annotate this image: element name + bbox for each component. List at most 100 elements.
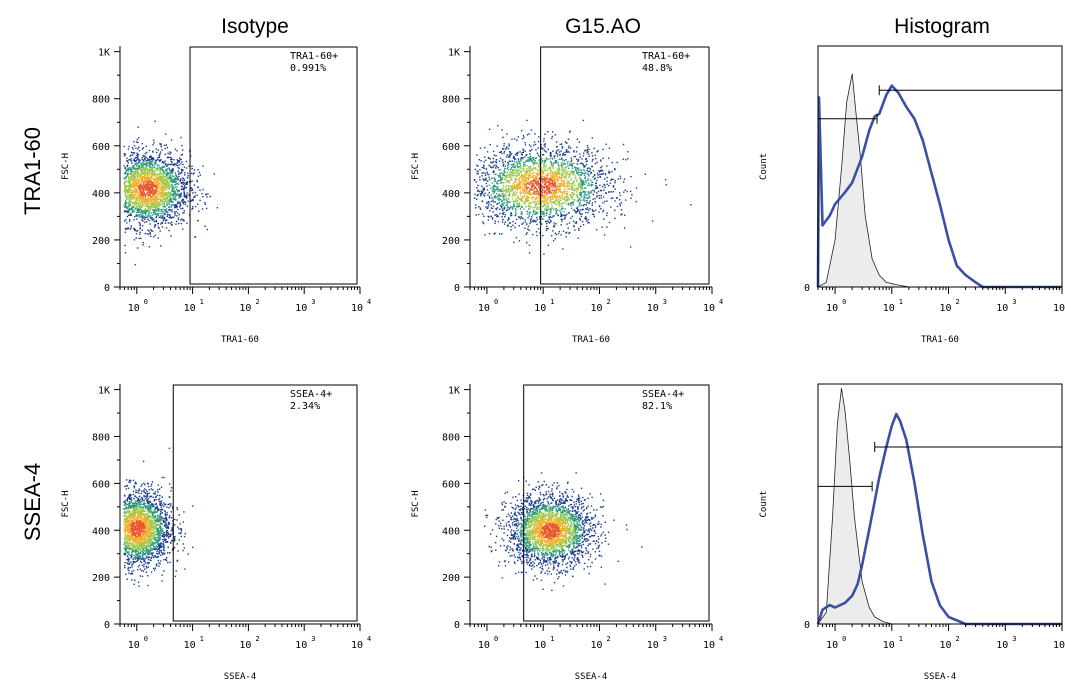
event-dot [594, 174, 596, 176]
event-dot [577, 171, 579, 173]
event-dot [128, 214, 131, 216]
event-dot [626, 190, 628, 193]
event-dot [558, 166, 560, 168]
event-dot [130, 209, 132, 211]
event-dot [155, 191, 157, 193]
event-dot [558, 167, 561, 170]
event-dot [555, 197, 557, 199]
event-dot [543, 162, 545, 164]
event-dot [504, 179, 507, 181]
event-dot [494, 201, 496, 203]
event-dot [584, 174, 586, 176]
event-dot [560, 212, 562, 214]
event-dot [524, 199, 527, 202]
event-dot [127, 192, 130, 194]
event-dot [553, 195, 555, 198]
event-dot [157, 176, 160, 178]
event-dot [511, 189, 514, 192]
event-dot [159, 192, 162, 194]
event-dot [494, 232, 496, 235]
event-dot [178, 175, 180, 178]
event-dot [148, 219, 150, 222]
event-dot [538, 207, 540, 209]
event-dot [136, 230, 139, 232]
event-dot [527, 175, 530, 177]
event-dot [501, 216, 503, 218]
event-dot [213, 173, 215, 175]
event-dot [592, 213, 594, 215]
event-dot [163, 198, 166, 200]
event-dot [132, 175, 134, 177]
event-dot [569, 164, 571, 166]
event-dot [160, 172, 162, 174]
event-dot [178, 167, 180, 170]
event-dot [570, 202, 572, 204]
event-dot [539, 173, 541, 176]
event-dot [540, 184, 543, 186]
event-dot [487, 204, 490, 206]
event-dot [593, 189, 595, 192]
event-dot [130, 203, 132, 205]
event-dot [171, 221, 173, 223]
event-dot [573, 155, 575, 158]
event-dot [182, 219, 184, 221]
event-dot [542, 212, 544, 214]
event-dot [507, 217, 510, 219]
event-dot [152, 211, 155, 213]
event-dot [510, 178, 512, 180]
event-dot [534, 204, 537, 207]
event-dot [155, 205, 157, 207]
event-dot [504, 214, 506, 216]
event-dot [548, 187, 551, 189]
event-dot [480, 195, 482, 197]
event-dot [522, 183, 524, 186]
event-dot [216, 207, 219, 209]
event-dot [545, 151, 548, 153]
event-dot [150, 173, 153, 175]
event-dot [529, 211, 531, 213]
event-dot [501, 212, 504, 215]
event-dot [130, 172, 132, 174]
event-dot [510, 164, 513, 166]
event-dot [549, 195, 551, 198]
event-dot [144, 232, 146, 235]
event-dot [184, 196, 186, 198]
event-dot [476, 170, 478, 172]
event-dot [537, 147, 539, 149]
event-dot [182, 181, 185, 184]
event-dot [160, 169, 162, 171]
event-dot [529, 181, 532, 183]
event-dot [576, 210, 579, 212]
event-dot [554, 191, 556, 193]
event-dot [538, 200, 540, 203]
event-dot [128, 209, 131, 211]
event-dot [518, 187, 520, 190]
event-dot [556, 174, 558, 176]
event-dot [167, 192, 169, 194]
event-dot [528, 190, 530, 192]
event-dot [158, 227, 160, 229]
event-dot [147, 182, 149, 184]
event-dot [496, 165, 498, 168]
event-dot [168, 192, 171, 194]
event-dot [132, 174, 135, 176]
event-dot [145, 187, 147, 190]
event-dot [630, 175, 632, 178]
event-dot [563, 177, 565, 179]
event-dot [548, 188, 550, 191]
event-dot [135, 147, 137, 149]
event-dot [151, 167, 154, 169]
event-dot [143, 171, 145, 174]
event-dot [497, 188, 500, 191]
event-dot [547, 158, 549, 161]
event-dot [162, 177, 164, 179]
event-dot [576, 188, 578, 191]
event-dot [159, 180, 162, 182]
event-dot [539, 216, 541, 218]
event-dot [167, 222, 169, 224]
event-dot [600, 197, 602, 199]
event-dot [155, 168, 157, 170]
event-dot [148, 194, 150, 197]
x-tick-exponent: 3 [311, 298, 315, 306]
event-dot [504, 168, 506, 170]
